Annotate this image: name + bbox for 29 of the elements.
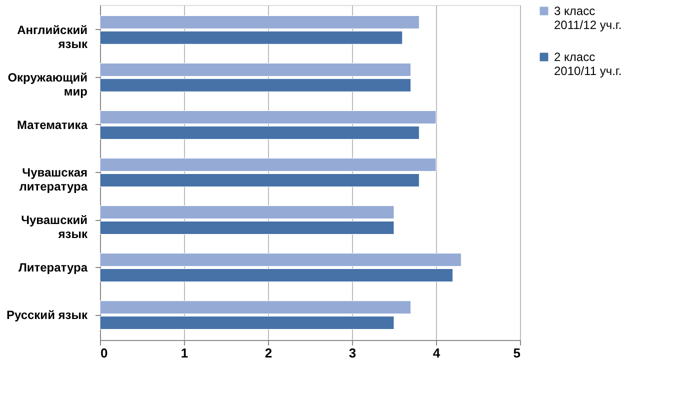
x-tick-label: 1 bbox=[180, 346, 188, 360]
x-tick-label: 3 bbox=[348, 346, 356, 360]
bar bbox=[100, 62, 412, 76]
legend-label: 3 класс 2011/12 уч.г. bbox=[554, 4, 622, 32]
y-tick-label: Чувашский язык bbox=[21, 213, 88, 242]
legend-label: 2 класс 2010/11 уч.г. bbox=[554, 50, 622, 78]
bar bbox=[100, 206, 394, 220]
y-tick-label: Математика bbox=[16, 118, 88, 132]
bar bbox=[100, 110, 436, 124]
bar bbox=[100, 268, 454, 282]
bar bbox=[100, 15, 420, 29]
y-tick-label: Английский язык bbox=[17, 22, 88, 51]
y-tick-label: Чувашская литература bbox=[19, 166, 88, 194]
bar bbox=[100, 253, 462, 267]
bar bbox=[100, 220, 394, 234]
x-tick-label: 0 bbox=[100, 346, 108, 360]
bar bbox=[100, 316, 394, 330]
y-tick-label: Литература bbox=[18, 260, 88, 275]
x-tick-label: 5 bbox=[513, 346, 520, 360]
bar bbox=[100, 300, 412, 314]
bar bbox=[100, 126, 420, 140]
y-tick-label: Русский язык bbox=[6, 308, 88, 322]
x-tick-label: 4 bbox=[432, 346, 441, 360]
y-tick-label: Окружающий мир bbox=[8, 70, 88, 98]
bar bbox=[100, 78, 412, 92]
x-tick-label: 2 bbox=[264, 346, 272, 360]
bar bbox=[100, 173, 420, 187]
bar bbox=[100, 158, 436, 172]
bar bbox=[100, 30, 403, 44]
